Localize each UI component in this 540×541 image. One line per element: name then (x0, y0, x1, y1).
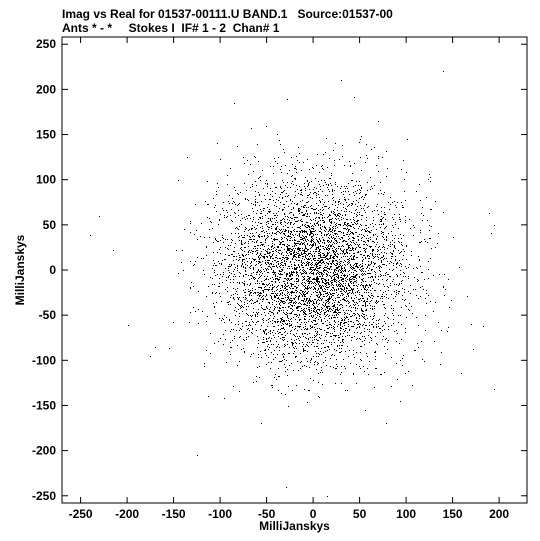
outlier-point (471, 324, 472, 325)
y-tick-label: 200 (36, 82, 56, 96)
y-tick-label: -100 (32, 353, 56, 367)
x-tick-label: 200 (489, 507, 509, 521)
y-tick-label: -150 (32, 398, 56, 412)
point-cloud (90, 97, 492, 488)
x-tick-label: -200 (115, 507, 139, 521)
data-points (90, 71, 495, 497)
x-tick-label: -250 (69, 507, 93, 521)
outlier-point (113, 250, 114, 251)
x-tick-label: -150 (162, 507, 186, 521)
y-axis-label: MilliJanskys (13, 234, 27, 305)
outlier-point (341, 80, 342, 81)
outlier-point (494, 389, 495, 390)
x-tick-label: 0 (310, 507, 317, 521)
outlier-point (494, 225, 495, 226)
y-tick-label: 150 (36, 128, 56, 142)
outlier-point (150, 356, 151, 357)
outlier-point (197, 455, 198, 456)
y-tick-label: 50 (43, 218, 57, 232)
y-tick-label: -50 (39, 308, 57, 322)
chart-subtitle: Ants * - * Stokes I IF# 1 - 2 Chan# 1 (62, 21, 280, 35)
x-tick-label: 150 (443, 507, 463, 521)
x-axis-label: MilliJanskys (259, 519, 330, 533)
y-tick-label: -250 (32, 489, 56, 503)
x-tick-label: -100 (208, 507, 232, 521)
x-axis: -250 -200 -150 -100 -50 0 50 100 150 200 (69, 37, 509, 521)
y-axis: -250 -200 -150 -100 -50 0 50 100 150 200 250 (32, 37, 527, 503)
y-tick-label: 250 (36, 37, 56, 51)
y-tick-label: -200 (32, 444, 56, 458)
x-tick-label: -50 (258, 507, 276, 521)
outlier-point (99, 216, 100, 217)
outlier-point (443, 71, 444, 72)
y-tick-label: 100 (36, 173, 56, 187)
y-tick-label: 0 (49, 263, 56, 277)
outlier-point (327, 496, 328, 497)
x-tick-label: 100 (396, 507, 416, 521)
x-tick-label: 50 (353, 507, 367, 521)
outlier-point (483, 326, 484, 327)
chart-title: Imag vs Real for 01537-00111.U BAND.1 So… (62, 7, 393, 21)
outlier-point (234, 103, 235, 104)
